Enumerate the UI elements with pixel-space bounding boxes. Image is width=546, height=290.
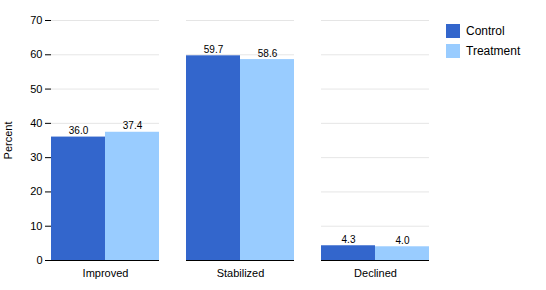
html-text:Control: Control — [466, 24, 505, 38]
svg-text:0: 0 — [36, 254, 42, 266]
svg-text:10: 10 — [30, 220, 42, 232]
svg-text:40: 40 — [30, 117, 42, 129]
svg-text:30: 30 — [30, 151, 42, 163]
svg-text:Improved: Improved — [83, 267, 129, 279]
svg-text:59.7: 59.7 — [204, 44, 224, 55]
svg-text:4.0: 4.0 — [396, 235, 410, 246]
svg-text:37.4: 37.4 — [123, 120, 143, 131]
svg-text:58.6: 58.6 — [258, 48, 278, 59]
svg-text:60: 60 — [30, 48, 42, 60]
svg-text:Declined: Declined — [354, 267, 397, 279]
svg-text:50: 50 — [30, 83, 42, 95]
svg-text:Stabilized: Stabilized — [217, 267, 265, 279]
svg-text:36.0: 36.0 — [69, 125, 89, 136]
html-text:Treatment: Treatment — [466, 44, 521, 58]
svg-text:4.3: 4.3 — [342, 234, 356, 245]
svg-text:20: 20 — [30, 185, 42, 197]
svg-text:70: 70 — [30, 14, 42, 26]
svg-text:Percent: Percent — [2, 122, 14, 160]
